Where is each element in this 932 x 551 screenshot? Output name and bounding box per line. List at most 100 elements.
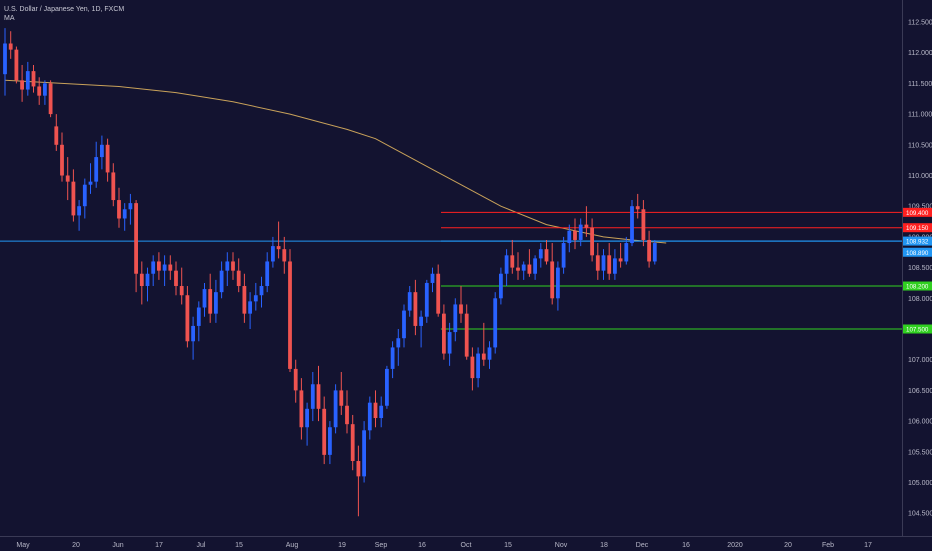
candle-down [527, 264, 532, 274]
time-tick-label: Dec [636, 542, 649, 549]
time-tick-label: May [16, 542, 30, 549]
level-price-tag [903, 247, 932, 257]
candle-down [179, 286, 184, 296]
candle-down [236, 270, 241, 287]
candle-down [516, 267, 520, 271]
candle-down [208, 289, 213, 314]
price-tick-label: 106.000 [908, 419, 932, 426]
candle-down [316, 384, 321, 409]
candle-down [111, 172, 116, 201]
candle-up [128, 203, 133, 210]
candle-down [510, 255, 515, 268]
price-tick-label: 111.500 [908, 81, 932, 88]
candle-down [470, 356, 475, 379]
moving-average-line [4, 79, 667, 244]
candle-up [162, 264, 167, 271]
level-price-tag-label: 108.890 [906, 250, 929, 257]
candle-down [282, 249, 287, 262]
candle-up [145, 273, 150, 287]
time-tick-label: Aug [286, 542, 299, 549]
price-axis[interactable]: 112.500 112.000 111.500 111.000 110.500 110.0… [902, 0, 932, 536]
level-price-tag-label: 107.500 [906, 327, 929, 334]
price-tick-label: 104.500 [908, 511, 932, 518]
candle-up [328, 427, 332, 455]
time-tick-label: Feb [822, 542, 834, 549]
candle-up [77, 206, 81, 216]
price-tick-label: 105.500 [908, 449, 932, 456]
candle-up [305, 408, 309, 428]
candle-up [362, 430, 366, 477]
time-tick-label: 19 [338, 542, 346, 549]
price-chart[interactable] [0, 0, 902, 536]
time-tick-label: Sep [375, 542, 388, 549]
candle-down [20, 80, 24, 90]
candle-up [310, 384, 315, 409]
candle-down [345, 405, 349, 425]
candle-down [618, 258, 623, 262]
candle-up [567, 230, 572, 244]
candle-up [253, 295, 258, 302]
candle-up [487, 347, 492, 360]
candle-up [578, 224, 583, 240]
candle-down [481, 353, 486, 360]
time-tick-label: Jul [197, 542, 206, 549]
time-tick-label: 15 [504, 542, 512, 549]
candle-up [3, 43, 7, 75]
candle-down [242, 286, 247, 314]
candle-up [225, 261, 230, 271]
candle-down [544, 249, 549, 262]
candle-up [476, 353, 480, 379]
candle-down [139, 273, 144, 287]
candle-down [71, 181, 76, 216]
time-tick-label: 20 [72, 542, 80, 549]
candle-up [613, 258, 617, 274]
time-tick-label: 20 [784, 542, 792, 549]
candle-up [419, 316, 423, 326]
horizontal-levels-layer [0, 211, 902, 330]
candle-up [556, 267, 560, 299]
candle-up [25, 71, 30, 90]
candle-up [396, 338, 401, 348]
candle-down [322, 408, 327, 455]
candle-down [276, 246, 281, 250]
candle-up [379, 405, 384, 419]
candle-down [590, 227, 594, 256]
candle-up [214, 292, 218, 314]
candle-down [54, 126, 59, 145]
price-tick-label: 110.500 [908, 142, 932, 149]
candle-down [641, 209, 646, 240]
time-axis[interactable]: May 20 Jun 17 Jul 15 Aug 19 Sep 16 Oct 15 Nov 18 Dec 16… [0, 536, 932, 551]
candle-down [356, 461, 361, 477]
level-price-tag-label: 108.200 [906, 284, 929, 291]
candle-down [288, 261, 292, 369]
candle-up [196, 307, 201, 326]
time-tick-label: 16 [418, 542, 426, 549]
time-tick-label: Nov [555, 542, 568, 549]
candle-up [100, 144, 104, 158]
candle-down [442, 313, 446, 354]
candle-down [299, 390, 304, 428]
price-tick-label: 112.500 [908, 20, 932, 27]
moving-average-layer [4, 79, 667, 244]
candle-up [624, 243, 629, 262]
candle-down [573, 230, 577, 240]
indicator-label: MA [4, 15, 15, 22]
candle-up [151, 261, 156, 274]
price-tick-label: 111.000 [908, 112, 932, 119]
price-tick-label: 107.000 [908, 357, 932, 364]
candle-down [14, 49, 19, 81]
candle-down [350, 424, 355, 462]
candle-up [424, 282, 429, 317]
candle-up [259, 286, 264, 296]
candle-down [436, 273, 441, 314]
candle-up [630, 206, 634, 244]
time-tick-label: 2020 [727, 542, 743, 549]
candle-up [453, 304, 458, 333]
chart-title: U.S. Dollar / Japanese Yen, 1D, FXCM [4, 6, 125, 13]
price-tick-label: 105.000 [908, 480, 932, 487]
candle-down [550, 261, 555, 299]
candle-up [504, 255, 509, 274]
candle-up [493, 298, 498, 348]
candle-down [48, 83, 53, 115]
candle-up [248, 301, 252, 314]
